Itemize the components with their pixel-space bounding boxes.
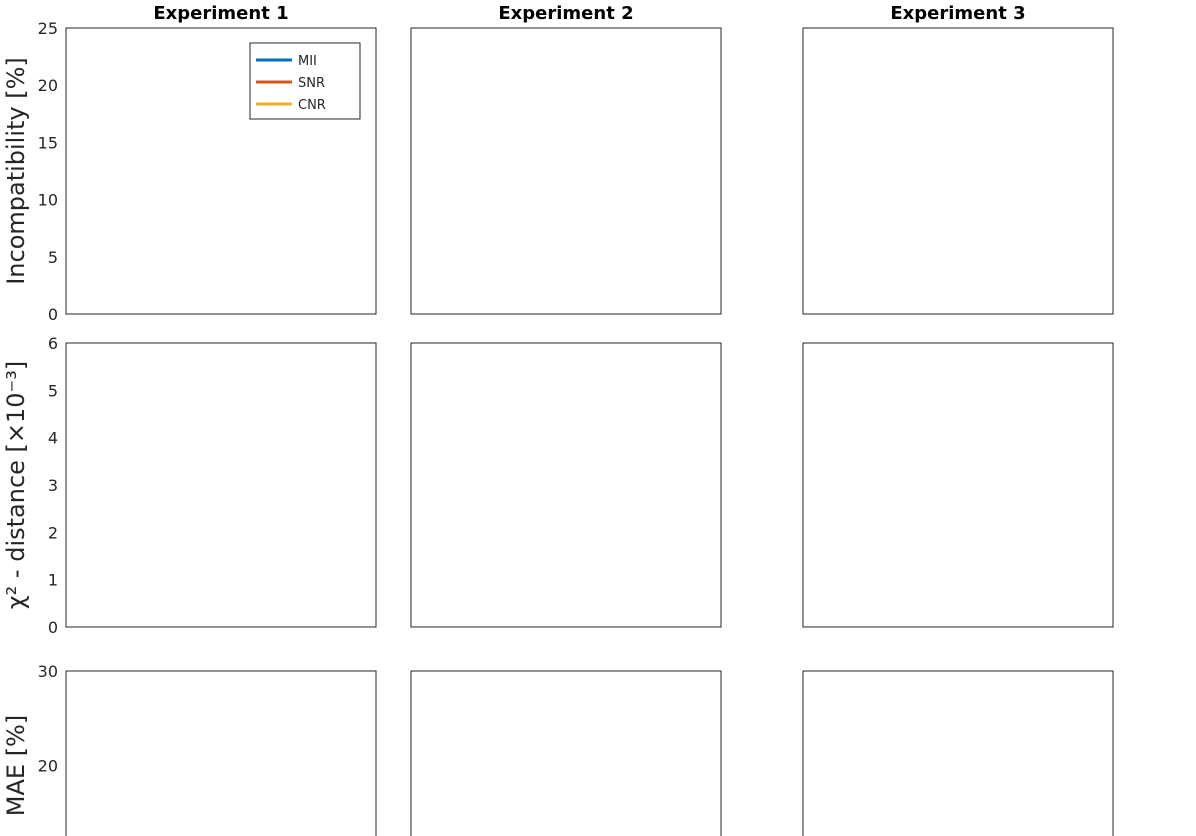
y-axis-label: MAE [%] [2,715,30,816]
panel-r2-c1 [410,670,722,836]
legend-entry-snr: SNR [298,76,325,91]
panel-r2-c0: 102030MAE [%] [2,662,377,836]
axes-frame [802,27,1114,315]
y-tick-label: 25 [38,19,58,38]
y-tick-label: 0 [48,618,58,637]
legend-entry-cnr: CNR [298,98,326,113]
y-tick-label: 5 [48,381,58,400]
axes-frame [410,342,722,628]
panel-r0-c1: Experiment 2 [410,3,722,315]
axes-frame [802,342,1114,628]
y-tick-label: 2 [48,523,58,542]
y-tick-label: 20 [38,76,58,95]
panel-r2-c2 [802,670,1114,836]
y-tick-label: 0 [48,305,58,324]
panel-title: Experiment 2 [498,3,633,24]
panel-r0-c2: Experiment 3 [802,3,1114,315]
panel-title: Experiment 3 [890,3,1025,24]
legend: MII SNR CNR [249,42,361,120]
panel-r1-c0: 0 1 2 3 4 5 6 χ² - distance [×10⁻³] [2,334,377,637]
y-tick-label: 4 [48,429,58,448]
panel-title: Experiment 1 [153,3,288,24]
y-tick-label: 1 [48,571,58,590]
axes-frame [802,670,1114,836]
panel-r0-c0: Experiment 1 0 5 10 15 20 25 Incompatibility [%… [2,3,377,324]
y-tick-label: 6 [48,334,58,353]
y-axis-label: Incompatibility [%] [2,57,30,285]
y-tick-label: 3 [48,476,58,495]
axes-frame [410,27,722,315]
y-tick-label: 5 [48,248,58,267]
legend-entry-mii: MII [298,54,317,69]
y-tick-label: 20 [38,757,58,776]
panel-r1-c2 [802,342,1114,628]
panel-r1-c1 [410,342,722,628]
y-tick-label: 10 [38,191,58,210]
y-tick-label: 15 [38,133,58,152]
axes-frame [65,342,377,628]
axes-frame [410,670,722,836]
y-tick-label: 30 [38,662,58,681]
y-axis-label: χ² - distance [×10⁻³] [2,361,30,609]
axes-frame [65,670,377,836]
